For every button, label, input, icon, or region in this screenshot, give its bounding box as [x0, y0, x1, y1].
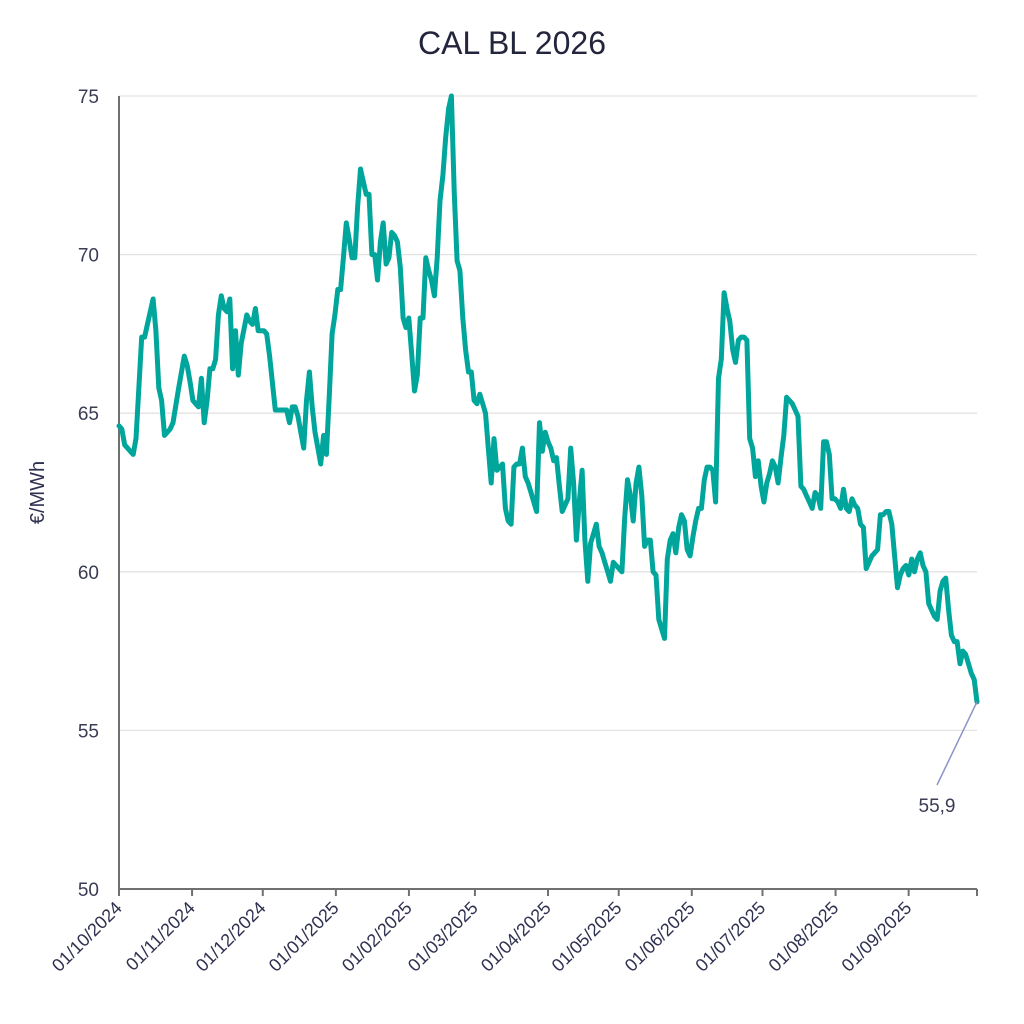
x-tick-label: 01/01/2025 — [265, 898, 343, 976]
x-axis-ticks: 01/10/202401/11/202401/12/202401/01/2025… — [48, 889, 978, 976]
x-tick-label: 01/04/2025 — [477, 898, 555, 976]
y-tick-label: 65 — [78, 404, 99, 425]
x-tick-label: 01/03/2025 — [404, 898, 482, 976]
series-line-cal-bl-2026 — [116, 93, 980, 705]
x-tick-label: 01/02/2025 — [338, 898, 416, 976]
annotation-last-value: 55,9 — [919, 796, 956, 817]
y-tick-label: 70 — [78, 246, 99, 267]
y-tick-label: 55 — [78, 721, 99, 742]
x-tick-label: 01/10/2024 — [48, 898, 126, 976]
y-axis-label: €/MWh — [27, 461, 49, 524]
y-tick-label: 60 — [78, 563, 99, 584]
x-tick-label: 01/05/2025 — [548, 898, 626, 976]
annotation-leader-line — [936, 701, 978, 786]
y-tick-label: 75 — [78, 87, 99, 108]
gridlines — [119, 95, 977, 732]
x-tick-label: 01/08/2025 — [765, 898, 843, 976]
x-tick-label: 01/09/2025 — [838, 898, 916, 976]
x-tick-label: 01/11/2024 — [122, 898, 199, 975]
x-tick-label: 01/12/2024 — [192, 898, 270, 976]
chart-title: CAL BL 2026 — [418, 25, 606, 61]
x-tick-label: 01/06/2025 — [621, 898, 699, 976]
x-tick-label: 01/07/2025 — [691, 898, 769, 976]
y-axis-ticks: 50 55 60 65 70 75 — [78, 87, 99, 901]
y-tick-label: 50 — [78, 880, 99, 901]
